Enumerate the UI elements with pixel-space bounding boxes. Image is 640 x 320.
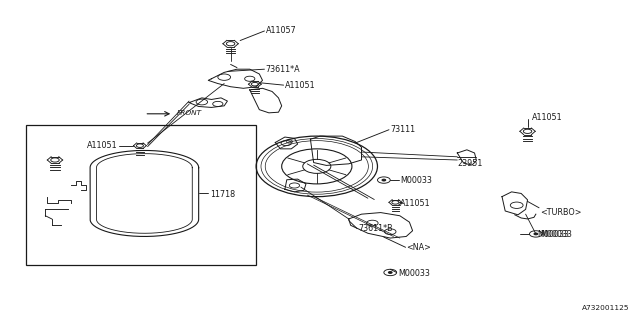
Text: <TURBO>: <TURBO> [540, 208, 582, 217]
Text: 73111: 73111 [390, 125, 415, 134]
Text: A11051: A11051 [400, 198, 431, 207]
Text: M00033: M00033 [400, 176, 432, 185]
Circle shape [534, 233, 538, 235]
Text: FRONT: FRONT [177, 110, 202, 116]
Bar [26, 125, 256, 265]
Text: M00033: M00033 [398, 268, 430, 278]
Circle shape [388, 271, 392, 273]
Circle shape [382, 179, 386, 181]
Text: A11051: A11051 [87, 141, 118, 150]
Text: 73611*B: 73611*B [358, 224, 393, 233]
Text: A11051: A11051 [532, 114, 563, 123]
Text: A11057: A11057 [266, 27, 296, 36]
Text: A11051: A11051 [285, 81, 316, 90]
Text: 11718: 11718 [210, 189, 236, 199]
Text: 73611*A: 73611*A [266, 65, 300, 74]
Text: M00033: M00033 [537, 230, 569, 239]
Text: 23951: 23951 [458, 159, 483, 168]
Text: A732001125: A732001125 [582, 305, 630, 311]
Text: <NA>: <NA> [406, 243, 431, 252]
Text: M00033: M00033 [540, 230, 572, 239]
